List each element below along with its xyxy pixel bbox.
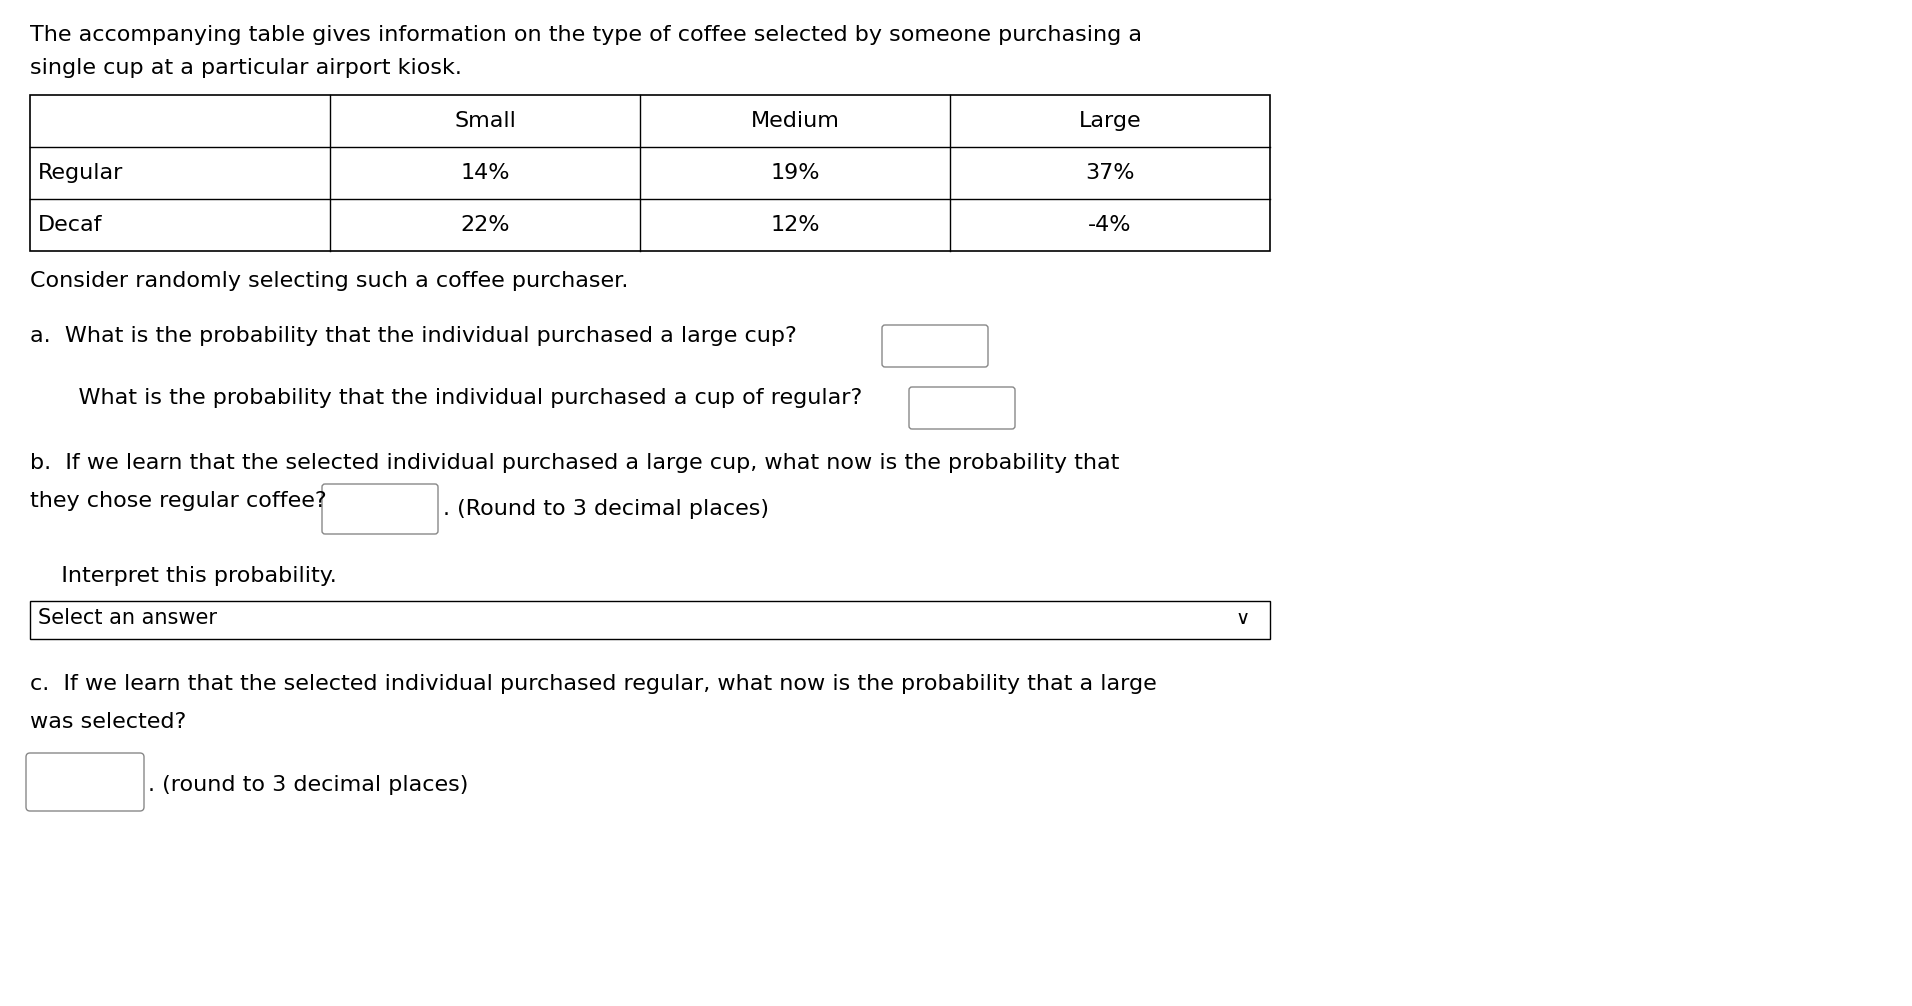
Text: c.  If we learn that the selected individual purchased regular, what now is the : c. If we learn that the selected individ… — [31, 674, 1157, 694]
Text: 22%: 22% — [461, 215, 511, 235]
FancyBboxPatch shape — [321, 484, 438, 534]
Text: single cup at a particular airport kiosk.: single cup at a particular airport kiosk… — [31, 58, 463, 78]
Bar — [31, 601, 1270, 639]
Text: The accompanying table gives information on the type of coffee selected by someo: The accompanying table gives information… — [31, 25, 1141, 45]
Text: . (round to 3 decimal places): . (round to 3 decimal places) — [147, 775, 468, 795]
Text: Regular: Regular — [38, 163, 124, 183]
Text: Interpret this probability.: Interpret this probability. — [40, 566, 337, 586]
Text: a.  What is the probability that the individual purchased a large cup?: a. What is the probability that the indi… — [31, 326, 797, 346]
FancyBboxPatch shape — [881, 325, 989, 367]
Text: Decaf: Decaf — [38, 215, 103, 235]
Text: b.  If we learn that the selected individual purchased a large cup, what now is : b. If we learn that the selected individ… — [31, 453, 1119, 473]
Text: Large: Large — [1078, 111, 1141, 131]
Text: -4%: -4% — [1088, 215, 1132, 235]
FancyBboxPatch shape — [908, 387, 1015, 429]
FancyBboxPatch shape — [27, 753, 143, 811]
Text: Medium: Medium — [751, 111, 839, 131]
Text: 37%: 37% — [1086, 163, 1134, 183]
Text: Small: Small — [453, 111, 516, 131]
Bar — [31, 95, 1270, 252]
Text: ∨: ∨ — [1235, 609, 1250, 628]
Text: 14%: 14% — [461, 163, 511, 183]
Text: was selected?: was selected? — [31, 712, 185, 732]
Text: 19%: 19% — [771, 163, 820, 183]
Text: Consider randomly selecting such a coffee purchaser.: Consider randomly selecting such a coffe… — [31, 271, 629, 291]
Text: What is the probability that the individual purchased a cup of regular?: What is the probability that the individ… — [50, 388, 862, 408]
Text: they chose regular coffee?: they chose regular coffee? — [31, 491, 327, 511]
Text: 12%: 12% — [771, 215, 820, 235]
Text: Select an answer: Select an answer — [38, 608, 216, 628]
Text: . (Round to 3 decimal places): . (Round to 3 decimal places) — [444, 499, 769, 519]
